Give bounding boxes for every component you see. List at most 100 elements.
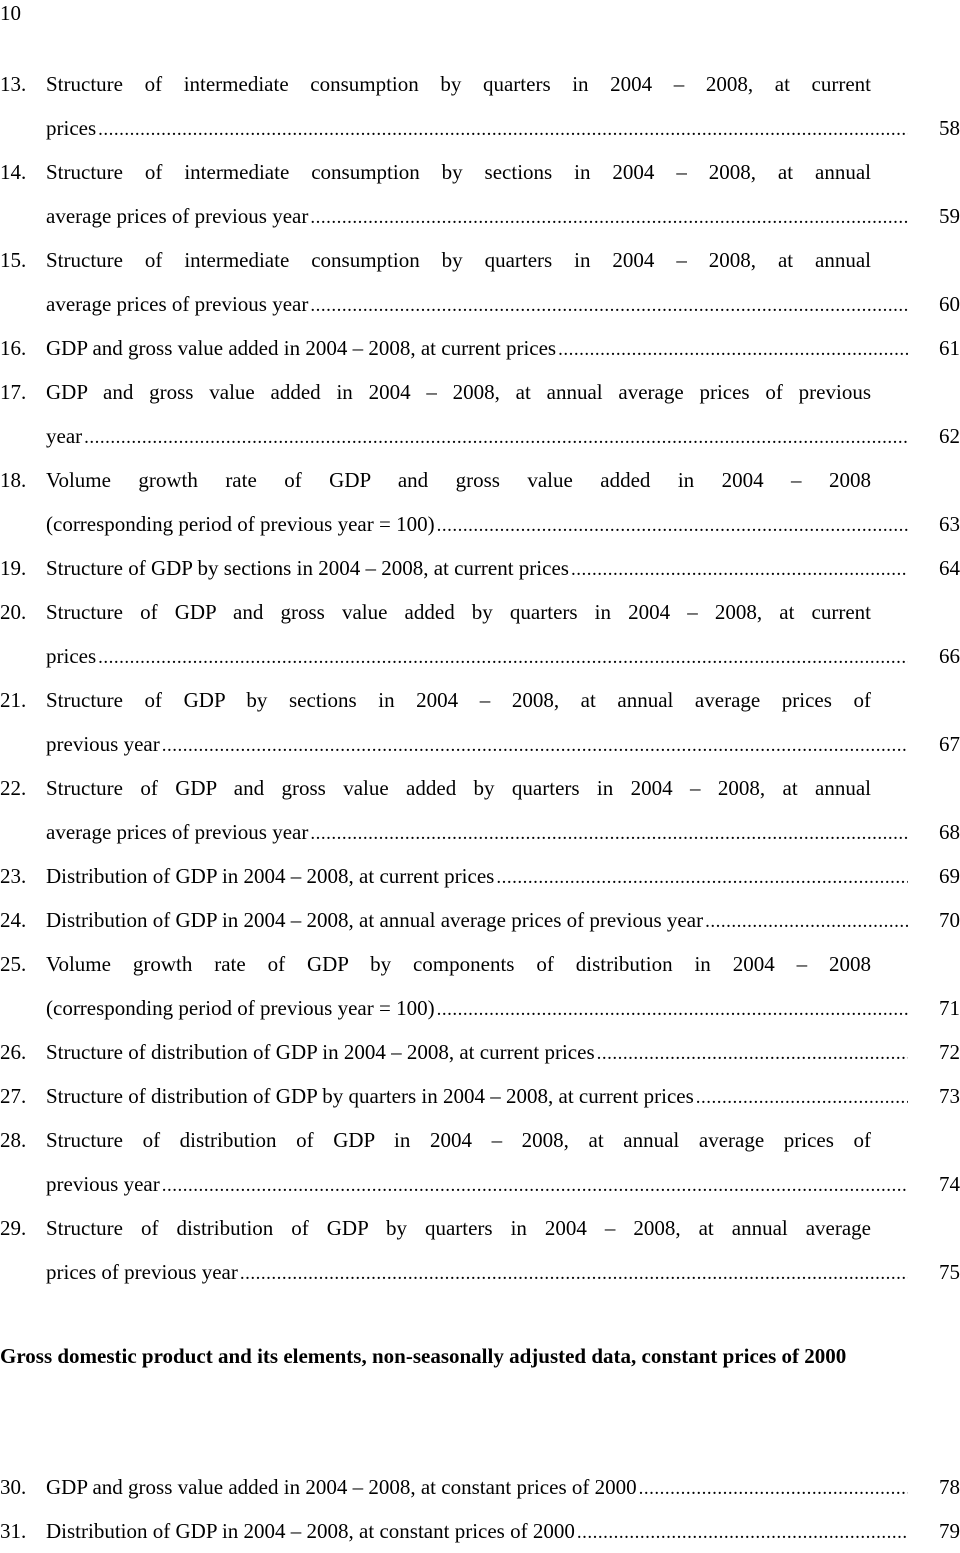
toc-page-number: 61 <box>939 336 960 360</box>
toc-entry[interactable]: 31. Distribution of GDP in 2004 – 2008, a… <box>0 1509 960 1553</box>
dot-leader <box>310 812 908 854</box>
toc-entry-title: Distribution of GDP in 2004 – 2008, at c… <box>46 1519 575 1543</box>
toc-entry-line: GDP and gross value added in 2004 – 2008… <box>46 326 960 370</box>
toc-entry[interactable]: 15. Structure of intermediate consumption… <box>0 238 960 326</box>
toc-entry[interactable]: 19. Structure of GDP by sections in 2004 … <box>0 546 960 590</box>
toc-entry-body: Structure of intermediate consumption by… <box>46 62 960 150</box>
toc-page-number: 69 <box>939 864 960 888</box>
toc-entry[interactable]: 23. Distribution of GDP in 2004 – 2008, a… <box>0 854 960 898</box>
dot-leader <box>696 1076 908 1118</box>
dot-leader <box>98 636 908 678</box>
toc-entry-line: Structure of GDP and gross value added b… <box>46 590 960 634</box>
toc-entry-title: Structure of distribution of GDP by quar… <box>46 1216 871 1240</box>
toc-entry-number: 22. <box>0 776 27 800</box>
toc-entry-title: Structure of GDP by sections in 2004 – 2… <box>46 688 871 712</box>
toc-entry-line: prices of previous year 75 <box>46 1250 960 1294</box>
toc-entry[interactable]: 22. Structure of GDP and gross value adde… <box>0 766 960 854</box>
toc-entry[interactable]: 27. Structure of distribution of GDP by q… <box>0 1074 960 1118</box>
toc-entry-body: GDP and gross value added in 2004 – 2008… <box>46 1465 960 1509</box>
toc-entry[interactable]: 21. Structure of GDP by sections in 2004 … <box>0 678 960 766</box>
toc-entry-line: GDP and gross value added in 2004 – 2008… <box>46 370 960 414</box>
toc-entry-title: average prices of previous year <box>46 204 309 228</box>
toc-entry-body: Distribution of GDP in 2004 – 2008, at c… <box>46 854 960 898</box>
table-of-contents: 13. Structure of intermediate consumption… <box>0 62 960 1294</box>
toc-entry-title: GDP and gross value added in 2004 – 2008… <box>46 380 871 404</box>
toc-entry-body: Structure of distribution of GDP in 2004… <box>46 1118 960 1206</box>
toc-entry-line: Distribution of GDP in 2004 – 2008, at c… <box>46 854 960 898</box>
toc-page-number: 62 <box>939 424 960 448</box>
toc-entry-title: Structure of distribution of GDP in 2004… <box>46 1040 595 1064</box>
toc-entry-title: (corresponding period of previous year =… <box>46 512 435 536</box>
toc-entry-line: prices 66 <box>46 634 960 678</box>
toc-entry-body: Distribution of GDP in 2004 – 2008, at c… <box>46 1509 960 1553</box>
toc-entry-title: previous year <box>46 1172 160 1196</box>
dot-leader <box>705 900 908 942</box>
dot-leader <box>310 196 908 238</box>
toc-entry-line: average prices of previous year 60 <box>46 282 960 326</box>
toc-entry-title: Structure of intermediate consumption by… <box>46 160 871 184</box>
toc-entry-title: average prices of previous year <box>46 292 309 316</box>
toc-entry-number: 30. <box>0 1475 27 1499</box>
toc-entry-line: Structure of GDP and gross value added b… <box>46 766 960 810</box>
dot-leader <box>437 504 908 546</box>
toc-entry-title: Structure of intermediate consumption by… <box>46 248 871 272</box>
toc-entry-number: 13. <box>0 72 27 96</box>
toc-page-number: 66 <box>939 644 960 668</box>
toc-entry-line: (corresponding period of previous year =… <box>46 986 960 1030</box>
toc-entry[interactable]: 16. GDP and gross value added in 2004 – 2… <box>0 326 960 370</box>
toc-entry[interactable]: 26. Structure of distribution of GDP in 2… <box>0 1030 960 1074</box>
toc-entry-number: 31. <box>0 1519 27 1543</box>
toc-entry[interactable]: 28. Structure of distribution of GDP in 2… <box>0 1118 960 1206</box>
table-of-contents-constant-prices: 30. GDP and gross value added in 2004 – 2… <box>0 1465 960 1553</box>
toc-entry-body: Distribution of GDP in 2004 – 2008, at a… <box>46 898 960 942</box>
toc-entry-body: Structure of intermediate consumption by… <box>46 150 960 238</box>
toc-entry-title: prices <box>46 116 97 140</box>
toc-entry-body: Structure of GDP by sections in 2004 – 2… <box>46 546 960 590</box>
toc-page-number: 70 <box>939 908 960 932</box>
toc-entry-number: 25. <box>0 952 27 976</box>
toc-entry-line: prices 58 <box>46 106 960 150</box>
toc-entry[interactable]: 17. GDP and gross value added in 2004 – 2… <box>0 370 960 458</box>
toc-entry-title: Structure of GDP and gross value added b… <box>46 600 871 624</box>
toc-entry-line: Structure of intermediate consumption by… <box>46 62 960 106</box>
dot-leader <box>98 108 908 150</box>
dot-leader <box>571 548 908 590</box>
toc-entry-number: 24. <box>0 908 27 932</box>
toc-entry-body: Structure of distribution of GDP by quar… <box>46 1074 960 1118</box>
toc-entry[interactable]: 18. Volume growth rate of GDP and gross v… <box>0 458 960 546</box>
toc-entry[interactable]: 14. Structure of intermediate consumption… <box>0 150 960 238</box>
toc-entry-title: Structure of intermediate consumption by… <box>46 72 871 96</box>
toc-entry[interactable]: 30. GDP and gross value added in 2004 – 2… <box>0 1465 960 1509</box>
toc-entry-number: 26. <box>0 1040 27 1064</box>
toc-entry-title: GDP and gross value added in 2004 – 2008… <box>46 336 557 360</box>
toc-entry-number: 27. <box>0 1084 27 1108</box>
toc-entry-title: Volume growth rate of GDP and gross valu… <box>46 468 871 492</box>
toc-entry-line: Structure of distribution of GDP in 2004… <box>46 1030 960 1074</box>
toc-entry[interactable]: 24. Distribution of GDP in 2004 – 2008, a… <box>0 898 960 942</box>
toc-entry-title: (corresponding period of previous year =… <box>46 996 435 1020</box>
toc-page-number: 63 <box>939 512 960 536</box>
toc-entry-line: Structure of distribution of GDP by quar… <box>46 1074 960 1118</box>
toc-page-number: 71 <box>939 996 960 1020</box>
toc-page-number: 58 <box>939 116 960 140</box>
toc-entry-title: Structure of distribution of GDP in 2004… <box>46 1128 871 1152</box>
toc-entry-title: Structure of distribution of GDP by quar… <box>46 1084 694 1108</box>
toc-page-number: 64 <box>939 556 960 580</box>
toc-page-number: 73 <box>939 1084 960 1108</box>
toc-entry-line: (corresponding period of previous year =… <box>46 502 960 546</box>
toc-entry-number: 20. <box>0 600 27 624</box>
toc-page-number: 78 <box>939 1475 960 1499</box>
toc-entry[interactable]: 20. Structure of GDP and gross value adde… <box>0 590 960 678</box>
toc-entry-line: Structure of GDP by sections in 2004 – 2… <box>46 546 960 590</box>
toc-entry[interactable]: 29. Structure of distribution of GDP by q… <box>0 1206 960 1294</box>
dot-leader <box>577 1511 908 1553</box>
toc-entry-line: Structure of intermediate consumption by… <box>46 238 960 282</box>
toc-entry-line: Volume growth rate of GDP and gross valu… <box>46 458 960 502</box>
toc-entry[interactable]: 25. Volume growth rate of GDP by componen… <box>0 942 960 1030</box>
toc-entry-line: Structure of intermediate consumption by… <box>46 150 960 194</box>
section-heading: Gross domestic product and its elements,… <box>0 1344 847 1368</box>
toc-entry[interactable]: 13. Structure of intermediate consumption… <box>0 62 960 150</box>
toc-entry-title: Volume growth rate of GDP by components … <box>46 952 871 976</box>
toc-entry-title: average prices of previous year <box>46 820 309 844</box>
toc-entry-title: Distribution of GDP in 2004 – 2008, at c… <box>46 864 495 888</box>
